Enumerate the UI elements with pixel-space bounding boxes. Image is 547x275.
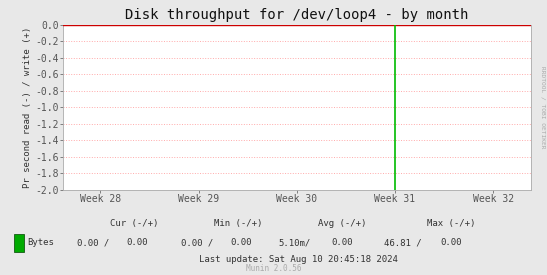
Text: 5.10m/: 5.10m/ [278,238,311,247]
Y-axis label: Pr second read (-) / write (+): Pr second read (-) / write (+) [24,27,32,188]
Text: RRDTOOL / TOBI OETIKER: RRDTOOL / TOBI OETIKER [541,66,546,148]
Text: 0.00 /: 0.00 / [77,238,109,247]
Text: 0.00: 0.00 [126,238,148,247]
Text: 0.00: 0.00 [441,238,462,247]
Text: Bytes: Bytes [27,238,54,247]
Text: Munin 2.0.56: Munin 2.0.56 [246,264,301,273]
Text: 0.00 /: 0.00 / [181,238,213,247]
Title: Disk throughput for /dev/loop4 - by month: Disk throughput for /dev/loop4 - by mont… [125,8,468,22]
Text: 0.00: 0.00 [230,238,252,247]
Text: Min (-/+): Min (-/+) [214,219,262,228]
Text: 0.00: 0.00 [331,238,353,247]
Text: Max (-/+): Max (-/+) [427,219,475,228]
Text: Cur (-/+): Cur (-/+) [110,219,158,228]
Text: Last update: Sat Aug 10 20:45:18 2024: Last update: Sat Aug 10 20:45:18 2024 [199,255,398,264]
Text: Avg (-/+): Avg (-/+) [318,219,366,228]
Text: 46.81 /: 46.81 / [383,238,421,247]
